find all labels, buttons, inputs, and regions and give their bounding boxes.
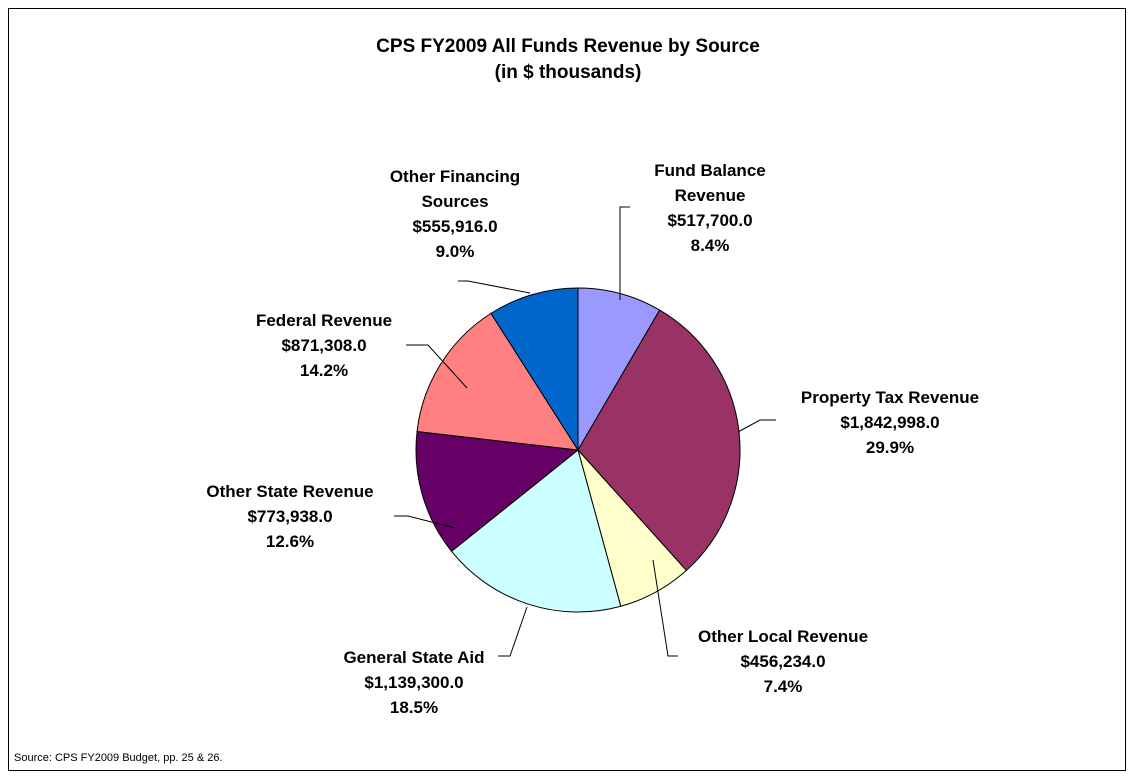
category-label: General State Aid <box>343 648 485 667</box>
value-label: $555,916.0 <box>412 217 498 236</box>
source-note: Source: CPS FY2009 Budget, pp. 25 & 26. <box>14 752 223 764</box>
chart-title: CPS FY2009 All Funds Revenue by Source <box>376 36 760 57</box>
chart-subtitle: (in $ thousands) <box>494 62 642 83</box>
leader-line <box>498 606 528 657</box>
value-label: $456,234.0 <box>740 652 826 671</box>
leader-line <box>619 206 630 300</box>
pie-slice <box>577 309 741 572</box>
category-label: Property Tax Revenue <box>800 388 980 407</box>
category-label: Fund Balance Revenue <box>654 161 766 205</box>
chart-frame <box>8 8 1126 771</box>
leader-line <box>406 344 468 389</box>
pie-slice <box>415 430 580 552</box>
leader-line <box>652 559 678 657</box>
category-label: Other Local Revenue <box>697 627 869 646</box>
value-label: $773,938.0 <box>247 507 333 526</box>
value-label: $871,308.0 <box>281 336 367 355</box>
leader-line <box>394 515 456 529</box>
category-label: Other Financing Sources <box>389 167 521 211</box>
percent-label: 12.6% <box>265 532 315 551</box>
percent-label: 7.4% <box>763 677 803 696</box>
percent-label: 9.0% <box>435 242 475 261</box>
slice-label: Other Financing Sources $555,916.0 9.0% <box>368 164 543 264</box>
percent-label: 8.4% <box>690 236 730 255</box>
pie-slice <box>450 449 622 613</box>
value-label: $1,139,300.0 <box>364 673 464 692</box>
value-label: $517,700.0 <box>667 211 753 230</box>
leader-line <box>458 280 531 294</box>
slice-label: Federal Revenue $871,308.0 14.2% <box>214 308 434 383</box>
slice-label: Fund Balance Revenue $517,700.0 8.4% <box>640 158 780 258</box>
pie-slice <box>490 287 579 452</box>
category-label: Other State Revenue <box>206 482 374 501</box>
slice-label: Other Local Revenue $456,234.0 7.4% <box>663 624 903 699</box>
pie-slice <box>416 312 579 451</box>
slice-label: Property Tax Revenue $1,842,998.0 29.9% <box>770 385 1010 460</box>
percent-label: 18.5% <box>389 698 439 717</box>
percent-label: 29.9% <box>865 438 915 457</box>
value-label: $1,842,998.0 <box>840 413 940 432</box>
category-label: Federal Revenue <box>255 311 393 330</box>
leader-line <box>737 419 776 433</box>
percent-label: 14.2% <box>299 361 349 380</box>
slice-label: General State Aid $1,139,300.0 18.5% <box>314 645 514 720</box>
slice-label: Other State Revenue $773,938.0 12.6% <box>180 479 400 554</box>
